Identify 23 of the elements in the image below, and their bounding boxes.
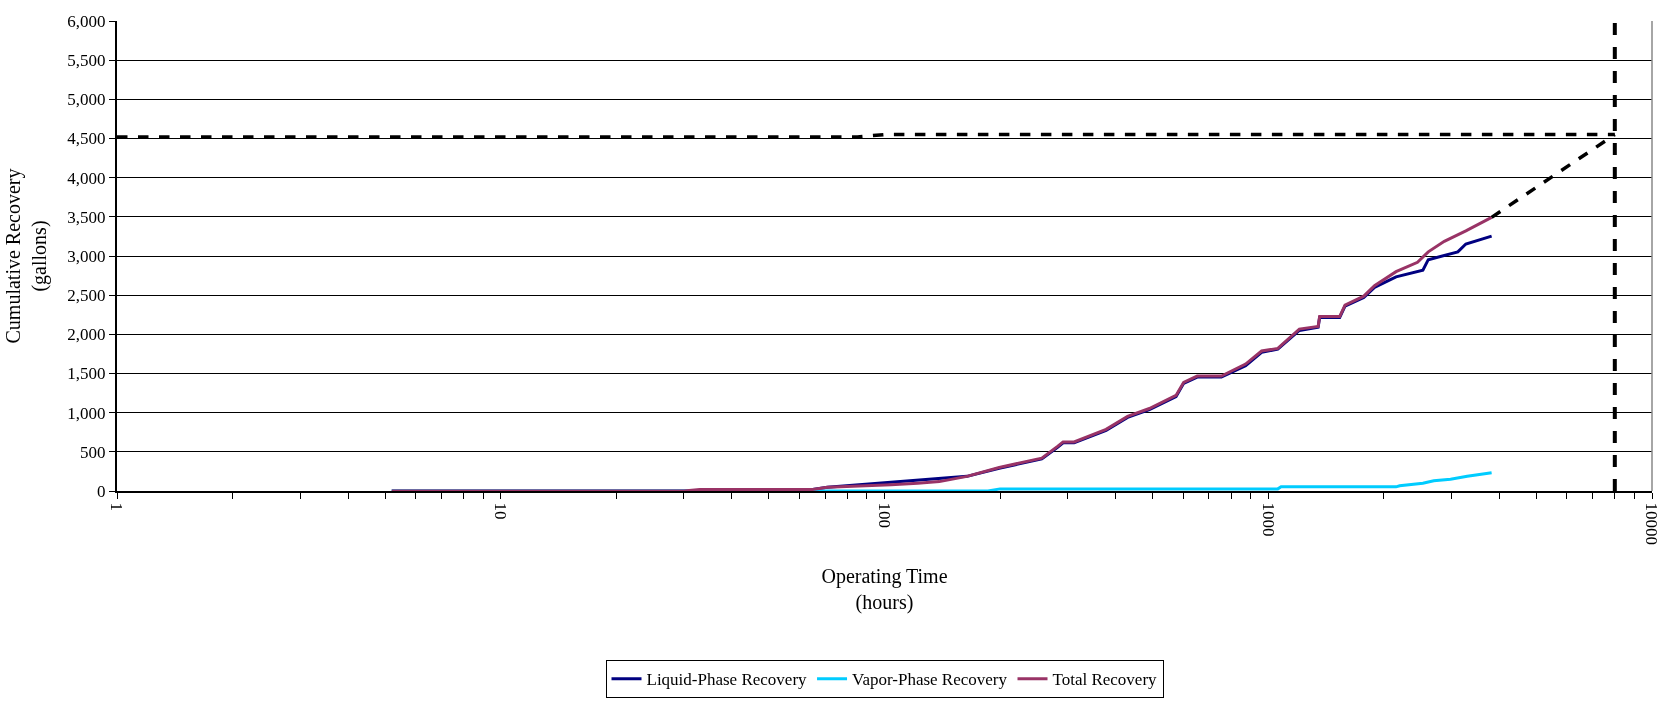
x-tick-label: 100 bbox=[874, 502, 894, 528]
y-tick-label: 5,000 bbox=[67, 90, 106, 110]
y-axis-title: Cumulative Recovery (gallons) bbox=[2, 168, 52, 344]
x-tick-label: 1 bbox=[107, 502, 127, 511]
y-tick-label: 5,500 bbox=[67, 51, 106, 71]
y-tick-label: 500 bbox=[80, 442, 106, 462]
y-tick-label: 3,000 bbox=[67, 246, 106, 266]
y-tick-label: 4,500 bbox=[67, 129, 106, 149]
y-tick-label: 1,000 bbox=[67, 403, 106, 423]
x-tick-label: 10 bbox=[491, 502, 511, 520]
y-tick-label: 2,500 bbox=[67, 286, 106, 306]
x-axis-title: Operating Time (hours) bbox=[821, 564, 948, 614]
y-tick-label: 2,000 bbox=[67, 325, 106, 345]
y-tick-label: 1,500 bbox=[67, 364, 106, 384]
y-tick-label: 3,500 bbox=[67, 207, 106, 227]
x-tick-label: 1000 bbox=[1258, 502, 1278, 537]
legend-label: Liquid-Phase Recovery bbox=[646, 670, 808, 690]
legend-label: Vapor-Phase Recovery bbox=[852, 670, 1008, 690]
y-tick-label: 4,000 bbox=[67, 168, 106, 188]
x-tick-label: 10000 bbox=[1642, 502, 1662, 545]
legend-label: Total Recovery bbox=[1052, 670, 1158, 690]
y-tick-label: 6,000 bbox=[67, 11, 106, 31]
y-tick-label: 0 bbox=[97, 481, 106, 501]
